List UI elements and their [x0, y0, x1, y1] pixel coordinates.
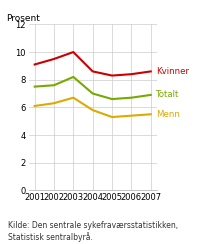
Text: Menn: Menn: [156, 110, 180, 119]
Text: Kilde: Den sentrale sykefraværsstatistikken,
Statistisk sentralbyrå.: Kilde: Den sentrale sykefraværsstatistik…: [8, 221, 178, 242]
Text: Kvinner: Kvinner: [156, 67, 189, 76]
Text: Prosent: Prosent: [6, 14, 40, 23]
Text: Totalt: Totalt: [156, 91, 180, 99]
